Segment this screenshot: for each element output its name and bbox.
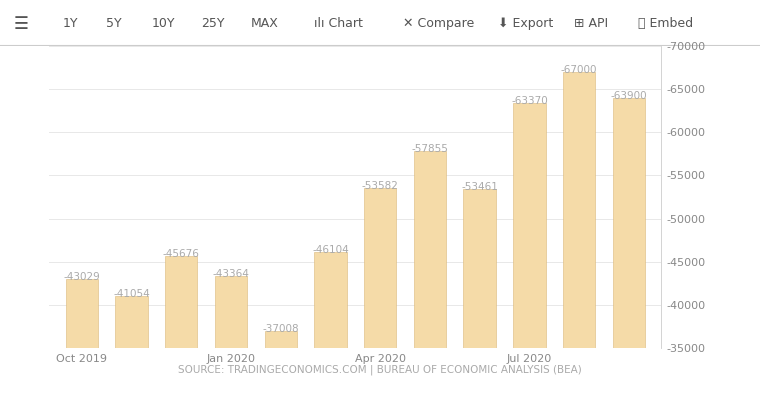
Bar xyxy=(464,188,496,348)
Text: 🖼 Embed: 🖼 Embed xyxy=(638,17,694,30)
Text: SOURCE: TRADINGECONOMICS.COM | BUREAU OF ECONOMIC ANALYSIS (BEA): SOURCE: TRADINGECONOMICS.COM | BUREAU OF… xyxy=(178,365,582,375)
Bar xyxy=(613,98,645,348)
Text: MAX: MAX xyxy=(251,17,279,30)
Text: 5Y: 5Y xyxy=(106,17,122,30)
Text: 1Y: 1Y xyxy=(62,17,78,30)
Text: -43029: -43029 xyxy=(63,272,100,282)
Text: ⊞ API: ⊞ API xyxy=(574,17,608,30)
Text: -46104: -46104 xyxy=(312,246,349,255)
Bar xyxy=(116,296,147,348)
Bar xyxy=(413,150,446,348)
Text: ⬇ Export: ⬇ Export xyxy=(498,17,553,30)
Text: -37008: -37008 xyxy=(262,324,299,334)
Text: -41054: -41054 xyxy=(113,289,150,299)
Bar xyxy=(315,252,347,348)
Bar xyxy=(513,103,546,348)
Bar xyxy=(364,188,396,348)
Text: -53461: -53461 xyxy=(461,182,498,192)
Bar xyxy=(563,72,595,348)
Text: -43364: -43364 xyxy=(213,269,249,279)
Bar xyxy=(264,331,297,348)
Text: 10Y: 10Y xyxy=(152,17,176,30)
Text: -53582: -53582 xyxy=(362,181,398,191)
Text: -45676: -45676 xyxy=(163,249,200,259)
Text: ☰: ☰ xyxy=(14,15,29,33)
Text: -63900: -63900 xyxy=(610,91,648,101)
Text: 25Y: 25Y xyxy=(201,17,225,30)
Bar xyxy=(65,279,98,348)
Text: -63370: -63370 xyxy=(511,96,548,106)
Text: -57855: -57855 xyxy=(411,144,448,154)
Bar xyxy=(165,256,198,348)
Bar xyxy=(215,276,247,348)
Text: -67000: -67000 xyxy=(561,65,597,74)
Text: ılı Chart: ılı Chart xyxy=(314,17,363,30)
Text: ✕ Compare: ✕ Compare xyxy=(403,17,474,30)
